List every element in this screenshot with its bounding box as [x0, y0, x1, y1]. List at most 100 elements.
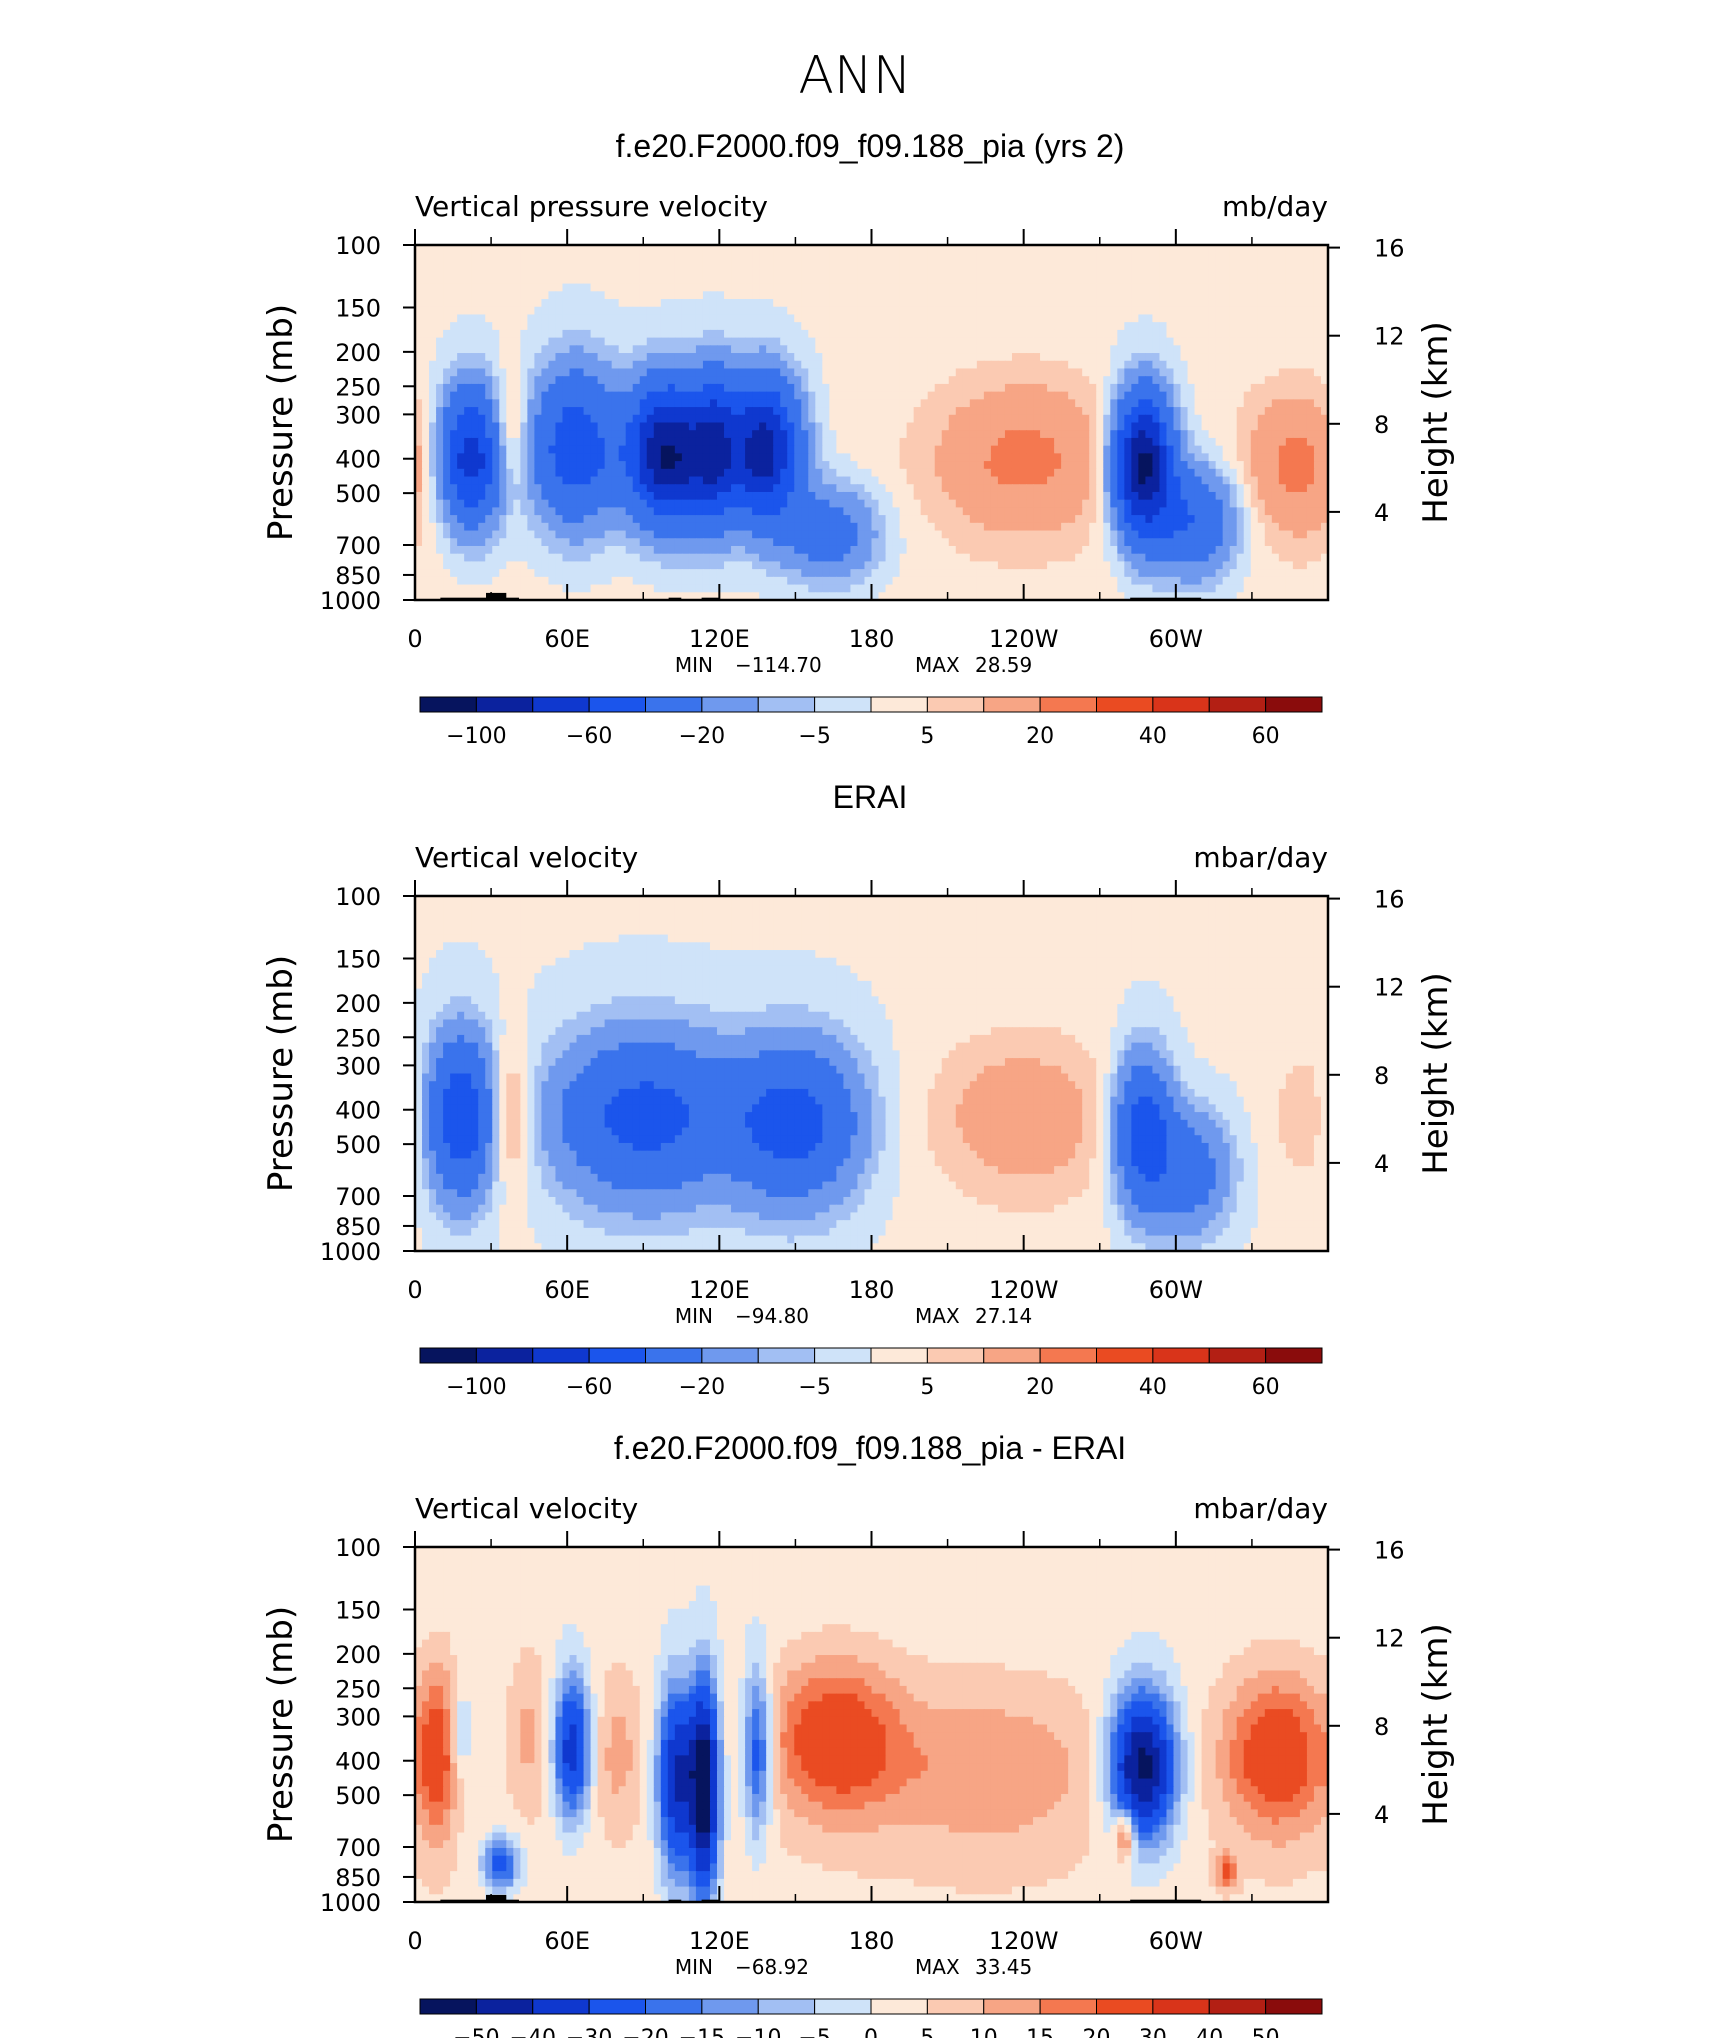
colorbar-label: −60: [566, 1375, 612, 1400]
colorbar-swatch: [983, 1998, 1041, 2015]
x-tick-label: 60W: [1149, 1276, 1203, 1304]
colorbar-swatch: [475, 696, 534, 713]
contour-field: [415, 245, 1328, 600]
colorbar-label: 0: [864, 2026, 878, 2038]
y2-tick-label: 8: [1374, 411, 1389, 439]
colorbar-label: −100: [446, 724, 506, 749]
colorbar-swatch: [1208, 1347, 1267, 1364]
colorbar-label: −20: [679, 1375, 725, 1400]
colorbar-label: 10: [970, 2026, 998, 2038]
colorbar-swatch: [926, 1998, 985, 2015]
y-tick-label: 400: [335, 1748, 381, 1776]
colorbar-label: −60: [566, 724, 612, 749]
x-tick-label: 180: [849, 1276, 895, 1304]
colorbar-swatch: [926, 1347, 985, 1364]
x-tick-label: 60W: [1149, 625, 1203, 653]
colorbar-label: 5: [920, 1375, 934, 1400]
y-axis-title: Pressure (mb): [261, 1606, 301, 1843]
y2-tick-label: 12: [1374, 1625, 1405, 1653]
colorbar-label: 40: [1139, 724, 1167, 749]
colorbar-swatch: [475, 1998, 534, 2015]
colorbar-label: 15: [1026, 2026, 1054, 2038]
y-tick-label: 400: [335, 446, 381, 474]
min-value: −94.80: [735, 1304, 809, 1328]
colorbar-swatch: [757, 1998, 816, 2015]
variable-label: Vertical velocity: [415, 841, 638, 874]
colorbar-swatch: [701, 1347, 759, 1364]
y-tick-label: 100: [335, 1534, 381, 1562]
y-tick-label: 850: [335, 562, 381, 590]
colorbar-label: 60: [1252, 1375, 1280, 1400]
y-tick-label: 250: [335, 1024, 381, 1052]
chart-panel-2: ERAI Vertical velocity mbar/day 0 60E 120E 180…: [261, 779, 1456, 1400]
y-tick-label: 250: [335, 373, 381, 401]
panel-title: ERAI: [833, 779, 908, 815]
colorbar-swatch: [419, 696, 477, 713]
y-tick-label: 1000: [320, 587, 381, 615]
colorbar-swatch: [814, 1998, 872, 2015]
colorbar-label: 20: [1026, 724, 1054, 749]
panel-title: f.e20.F2000.f09_f09.188_pia (yrs 2): [616, 128, 1125, 164]
colorbar-swatch: [419, 1998, 477, 2015]
colorbar-label: −20: [679, 724, 725, 749]
colorbar-label: −20: [622, 2026, 668, 2038]
colorbar-label: −30: [566, 2026, 612, 2038]
max-label: MAX: [915, 1955, 960, 1979]
x-tick-label: 60E: [544, 1927, 590, 1955]
colorbar-swatch: [814, 1347, 872, 1364]
y2-tick-label: 8: [1374, 1713, 1389, 1741]
y-axis-title: Pressure (mb): [261, 304, 301, 541]
terrain-block: [486, 592, 507, 600]
colorbar: −100 −60 −20 −5 5 20 40 60: [419, 696, 1323, 749]
colorbar-swatch: [1265, 696, 1323, 713]
colorbar-swatch: [588, 1347, 646, 1364]
y2-tick-label: 12: [1374, 974, 1405, 1002]
max-value: 27.14: [975, 1304, 1032, 1328]
colorbar-label: −10: [735, 2026, 781, 2038]
y2-tick-label: 4: [1374, 1801, 1389, 1829]
y-tick-label: 150: [335, 946, 381, 974]
max-label: MAX: [915, 653, 960, 677]
terrain-block: [486, 1894, 507, 1902]
contour-field: [415, 1547, 1328, 1902]
colorbar-swatch: [870, 696, 928, 713]
colorbar-label: 20: [1026, 1375, 1054, 1400]
colorbar-swatch: [870, 1347, 928, 1364]
x-tick-label: 180: [849, 1927, 895, 1955]
colorbar-swatch: [1039, 696, 1097, 713]
y-tick-label: 500: [335, 480, 381, 508]
units-label: mb/day: [1222, 190, 1328, 223]
y-tick-label: 850: [335, 1864, 381, 1892]
y-tick-label: 1000: [320, 1889, 381, 1917]
x-tick-label: 120E: [689, 1927, 750, 1955]
variable-label: Vertical pressure velocity: [415, 190, 768, 223]
colorbar-swatch: [983, 1347, 1041, 1364]
y2-tick-label: 16: [1374, 235, 1405, 263]
units-label: mbar/day: [1193, 841, 1328, 874]
y2-tick-label: 8: [1374, 1062, 1389, 1090]
y2-axis-title: Height (km): [1416, 1623, 1456, 1826]
y-tick-label: 150: [335, 295, 381, 323]
units-label: mbar/day: [1193, 1492, 1328, 1525]
colorbar-swatch: [701, 1998, 759, 2015]
x-tick-label: 120W: [989, 625, 1059, 653]
y-tick-label: 700: [335, 1183, 381, 1211]
colorbar-label: −15: [679, 2026, 725, 2038]
colorbar: −100 −60 −20 −5 5 20 40 60: [419, 1347, 1323, 1400]
x-tick-label: 0: [407, 625, 422, 653]
colorbar-swatch: [757, 1347, 816, 1364]
y-tick-label: 1000: [320, 1238, 381, 1266]
colorbar-swatch: [588, 696, 646, 713]
y-tick-label: 300: [335, 1052, 381, 1080]
colorbar-swatch: [983, 696, 1041, 713]
y-tick-label: 250: [335, 1675, 381, 1703]
figure-title: ANN: [798, 46, 911, 106]
y-tick-label: 300: [335, 1703, 381, 1731]
colorbar-swatch: [926, 696, 985, 713]
colorbar-swatch: [701, 696, 759, 713]
colorbar-swatch: [475, 1347, 534, 1364]
colorbar-swatch: [814, 696, 872, 713]
y2-tick-label: 4: [1374, 499, 1389, 527]
colorbar-label: −5: [798, 724, 830, 749]
